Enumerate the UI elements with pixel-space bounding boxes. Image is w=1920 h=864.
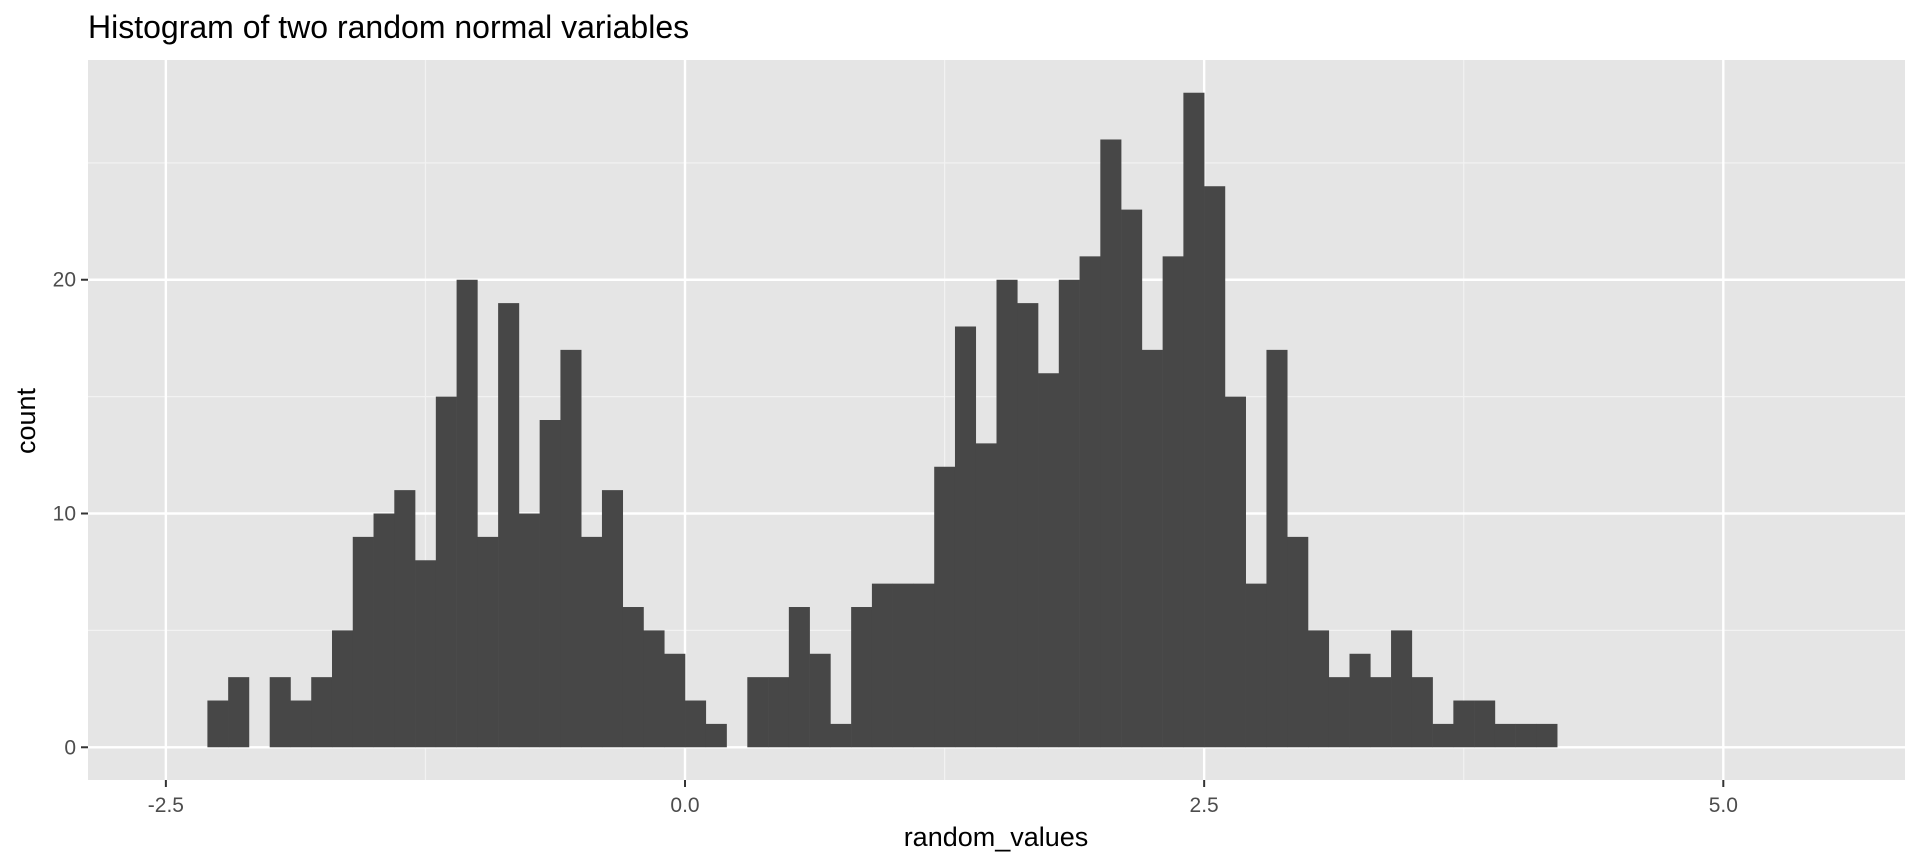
histogram-bar: [1245, 583, 1267, 748]
y-axis: 0 10 20: [53, 269, 88, 759]
histogram-bar: [1432, 723, 1454, 748]
histogram-bar: [373, 513, 395, 748]
histogram-bar: [622, 607, 644, 748]
histogram-bar: [435, 396, 457, 748]
histogram-bar: [1515, 723, 1537, 748]
histogram-bar: [871, 583, 893, 748]
histogram-bar: [788, 607, 810, 748]
y-axis-title: count: [11, 387, 41, 454]
histogram-bar: [1100, 139, 1122, 748]
histogram-bar: [331, 630, 354, 748]
histogram-bar: [1411, 677, 1433, 748]
histogram-bar: [954, 326, 977, 748]
histogram-bar: [705, 723, 727, 748]
chart-title: Histogram of two random normal variables: [88, 9, 689, 45]
histogram-bar: [1287, 536, 1309, 748]
histogram-bars: [207, 92, 1558, 748]
x-tick-label: 5.0: [1709, 794, 1738, 817]
histogram-bar: [934, 466, 956, 748]
x-tick-label: 0.0: [670, 794, 699, 817]
histogram-bar: [1224, 396, 1246, 748]
histogram-bar: [1494, 723, 1516, 748]
histogram-bar: [996, 279, 1018, 748]
histogram-bar: [768, 677, 790, 748]
histogram-bar: [643, 630, 665, 748]
histogram-bar: [1162, 256, 1184, 748]
histogram-bar: [601, 490, 624, 748]
histogram-bar: [1536, 723, 1558, 748]
histogram-bar: [1328, 677, 1350, 748]
histogram-bar: [394, 490, 416, 748]
histogram-bar: [477, 536, 499, 748]
histogram-bar: [269, 677, 291, 748]
histogram-bar: [518, 513, 540, 748]
histogram-bar: [685, 700, 707, 748]
x-axis-title: random_values: [904, 822, 1089, 852]
y-tick-label: 20: [53, 269, 76, 292]
y-tick-label: 0: [64, 736, 76, 759]
histogram-bar: [1391, 630, 1413, 748]
histogram-bar: [1349, 653, 1371, 748]
x-tick-label: -2.5: [148, 794, 184, 817]
x-axis: -2.5 0.0 2.5 5.0: [148, 780, 1738, 817]
histogram-bar: [1038, 373, 1060, 748]
histogram-bar: [892, 583, 914, 748]
histogram-bar: [975, 443, 997, 748]
histogram-bar: [747, 677, 769, 748]
histogram-bar: [1079, 256, 1101, 748]
histogram-bar: [664, 653, 686, 748]
y-tick-label: 10: [53, 503, 76, 526]
histogram-bar: [560, 349, 582, 748]
histogram-bar: [415, 560, 437, 748]
histogram-bar: [830, 723, 852, 748]
histogram-bar: [498, 303, 520, 748]
histogram-bar: [1370, 677, 1392, 748]
histogram-bar: [809, 653, 831, 748]
histogram-bar: [581, 536, 603, 748]
histogram-bar: [456, 279, 478, 748]
histogram-bar: [1266, 349, 1288, 748]
histogram-bar: [228, 677, 250, 748]
histogram-bar: [539, 420, 561, 748]
histogram-bar: [1121, 209, 1143, 748]
histogram-bar: [913, 583, 935, 748]
histogram-bar: [1307, 630, 1330, 748]
histogram-bar: [352, 536, 374, 748]
histogram-bar: [1017, 303, 1039, 748]
histogram-bar: [1141, 349, 1163, 748]
histogram-bar: [311, 677, 333, 748]
histogram-bar: [1474, 700, 1496, 748]
x-tick-label: 2.5: [1190, 794, 1219, 817]
histogram-bar: [851, 607, 873, 748]
histogram-bar: [1204, 186, 1226, 748]
histogram-bar: [1058, 279, 1080, 748]
histogram-bar: [290, 700, 312, 748]
histogram-bar: [207, 700, 229, 748]
histogram-bar: [1183, 92, 1205, 748]
histogram-bar: [1453, 700, 1475, 748]
